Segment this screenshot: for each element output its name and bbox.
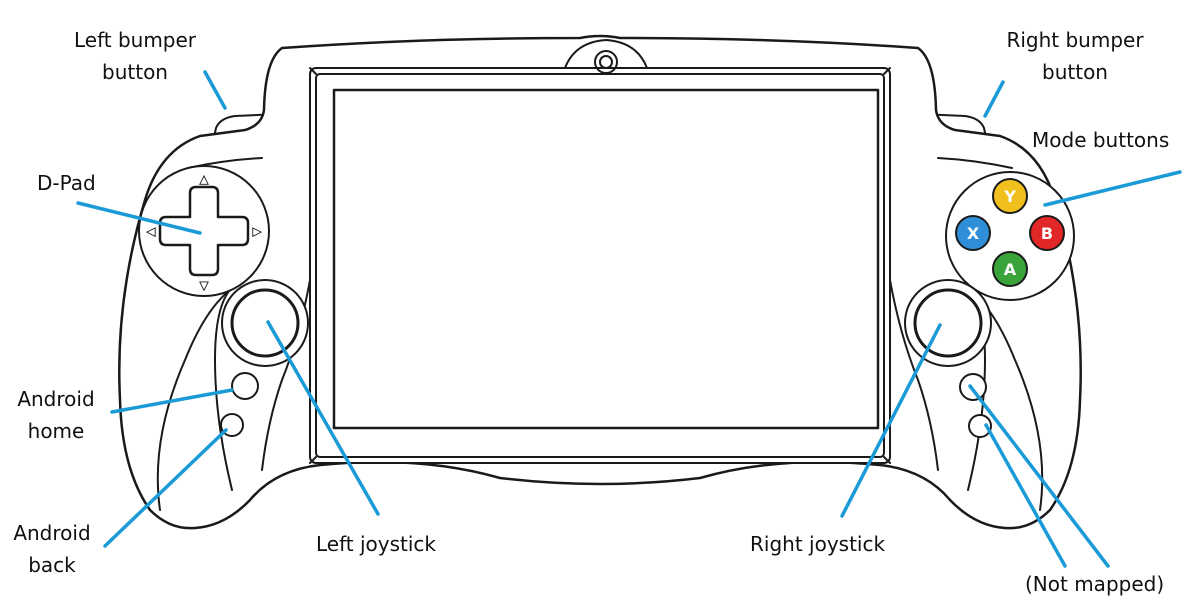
- label-right-joystick: Right joystick: [750, 532, 886, 556]
- callout-right-bumper: [983, 80, 1005, 118]
- label-left-bumper: Left bumper button: [73, 28, 197, 84]
- android-home-button[interactable]: [231, 372, 259, 400]
- dpad-left-arrow: ◀: [147, 225, 156, 238]
- dpad[interactable]: [158, 185, 250, 277]
- svg-text:X: X: [967, 224, 980, 243]
- label-right-bumper: Right bumper button: [1006, 28, 1144, 84]
- label-mode-buttons: Mode buttons: [1032, 128, 1170, 152]
- right-joystick-ring: [904, 279, 992, 367]
- svg-text:A: A: [1004, 260, 1017, 279]
- dpad-right-arrow: ▶: [253, 225, 262, 238]
- svg-text:B: B: [1041, 224, 1053, 243]
- screen: [332, 88, 880, 430]
- callout-not-mapped-1: [968, 384, 1110, 568]
- right-joystick[interactable]: [913, 288, 983, 358]
- face-button-x[interactable]: X: [955, 215, 991, 251]
- not-mapped-button-lower[interactable]: [968, 414, 992, 438]
- face-button-b[interactable]: B: [1029, 215, 1065, 251]
- label-dpad: D-Pad: [37, 171, 96, 195]
- callout-mode-buttons: [1043, 170, 1182, 207]
- svg-text:Y: Y: [1003, 187, 1016, 206]
- callout-right-joystick: [840, 323, 942, 518]
- dpad-down-arrow: ▼: [200, 279, 209, 292]
- label-android-back: Android back: [13, 521, 91, 577]
- callout-android-home: [110, 388, 234, 414]
- camera: [594, 50, 618, 74]
- face-button-y[interactable]: Y: [992, 178, 1028, 214]
- label-left-joystick: Left joystick: [316, 532, 437, 556]
- face-buttons-ring: [945, 171, 1075, 301]
- label-android-home: Android home: [17, 387, 95, 443]
- not-mapped-button-upper[interactable]: [959, 373, 987, 401]
- face-button-a[interactable]: A: [992, 251, 1028, 287]
- left-joystick-ring: [221, 279, 309, 367]
- callout-left-bumper: [203, 70, 227, 110]
- label-not-mapped: (Not mapped): [1025, 572, 1165, 596]
- callout-not-mapped-2: [984, 423, 1067, 568]
- callout-dpad: [76, 201, 202, 235]
- callout-android-back: [103, 428, 228, 548]
- left-joystick[interactable]: [230, 288, 300, 358]
- dpad-up-arrow: ▲: [200, 173, 209, 186]
- callout-left-joystick: [266, 320, 380, 516]
